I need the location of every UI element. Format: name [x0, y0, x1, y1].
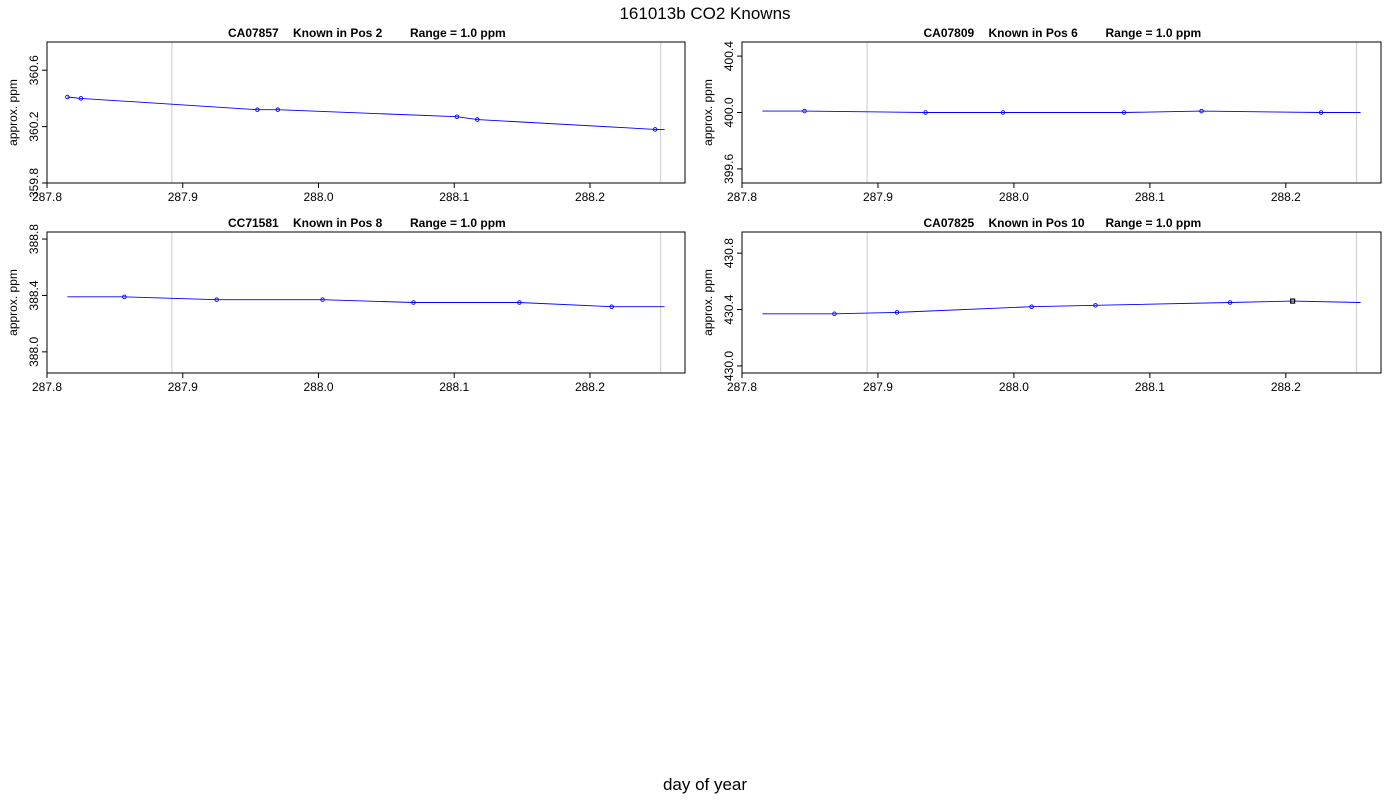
y-tick-label: 359.8 — [27, 168, 41, 198]
x-axis-label: day of year — [662, 775, 748, 794]
x-tick-label: 287.9 — [168, 380, 198, 394]
data-point — [454, 114, 460, 119]
x-tick-label: 287.9 — [168, 190, 198, 204]
data-point — [475, 117, 480, 122]
x-tick-label: 287.8 — [727, 380, 757, 394]
chart-panel-4: CA07825 Known in Pos 10 Range = 1.0 ppm 287… — [701, 216, 1382, 394]
data-point — [894, 310, 900, 315]
data-point — [122, 294, 127, 300]
panel-id-label: CA07809 — [924, 26, 975, 40]
y-tick-label: 360.6 — [27, 55, 41, 85]
data-point — [1121, 110, 1127, 115]
panel-position-label: Known in Pos 2 — [293, 26, 383, 40]
data-point — [275, 107, 281, 112]
chart-panel-1: CA07857 Known in Pos 2 Range = 1.0 ppm 287.… — [6, 26, 686, 204]
data-point — [517, 300, 522, 305]
plot-frame — [741, 231, 1382, 374]
panel-position-label: Known in Pos 6 — [989, 26, 1079, 40]
panel-range-label: Range = 1.0 ppm — [1106, 216, 1202, 230]
data-point — [65, 94, 70, 100]
data-point — [214, 297, 219, 302]
data-point — [1227, 300, 1233, 305]
panel-id-label: CA07825 — [924, 216, 975, 230]
y-tick-label: 388.0 — [27, 337, 41, 367]
chart-panel-2: CA07809 Known in Pos 6 Range = 1.0 ppm 287.… — [701, 26, 1382, 204]
data-point — [832, 311, 837, 317]
panel-range-label: Range = 1.0 ppm — [1106, 26, 1202, 40]
x-tick-label: 287.8 — [32, 380, 62, 394]
data-point — [609, 304, 614, 309]
y-axis-label: approx. ppm — [701, 79, 715, 146]
y-axis-label: approx. ppm — [6, 79, 20, 146]
panel-position-label: Known in Pos 8 — [293, 216, 383, 230]
panel-range-label: Range = 1.0 ppm — [410, 26, 506, 40]
data-point — [320, 297, 325, 302]
x-tick-label: 288.0 — [999, 380, 1029, 394]
plot-frame — [46, 231, 686, 374]
panel-id-label: CA07857 — [228, 26, 279, 40]
y-tick-label: 430.8 — [722, 238, 736, 268]
y-tick-label: 399.6 — [722, 154, 736, 184]
plot-frame — [46, 41, 686, 184]
series-trend-line — [762, 300, 1361, 315]
data-point — [411, 300, 416, 305]
panel-position-label: Known in Pos 10 — [989, 216, 1085, 230]
data-point — [1029, 304, 1034, 309]
data-point — [1199, 108, 1204, 114]
y-tick-label: 388.4 — [27, 280, 41, 310]
y-tick-label: 388.8 — [27, 224, 41, 254]
data-point-highlight — [1290, 298, 1296, 304]
series-trend-line — [67, 96, 665, 130]
panel-id-label: CC71581 — [228, 216, 279, 230]
x-tick-label: 287.9 — [863, 190, 893, 204]
data-point — [652, 127, 658, 132]
panel-range-label: Range = 1.0 ppm — [410, 216, 506, 230]
x-tick-label: 288.1 — [439, 190, 469, 204]
y-tick-label: 400.4 — [722, 41, 736, 71]
y-axis-label: approx. ppm — [6, 269, 20, 336]
data-point — [1000, 110, 1006, 115]
x-tick-label: 288.2 — [1271, 380, 1301, 394]
x-tick-label: 288.2 — [575, 380, 605, 394]
x-tick-label: 288.1 — [439, 380, 469, 394]
x-tick-label: 288.0 — [303, 380, 333, 394]
data-point — [923, 110, 928, 115]
series-trend-line — [762, 110, 1361, 113]
data-point — [255, 107, 260, 112]
x-tick-label: 287.8 — [32, 190, 62, 204]
x-tick-label: 288.2 — [1271, 190, 1301, 204]
data-point — [1318, 110, 1324, 115]
x-tick-label: 288.1 — [1135, 190, 1165, 204]
y-tick-label: 430.0 — [722, 351, 736, 381]
y-tick-label: 360.2 — [27, 111, 41, 141]
x-tick-label: 288.0 — [999, 190, 1029, 204]
x-tick-label: 287.9 — [863, 380, 893, 394]
y-tick-label: 400.0 — [722, 97, 736, 127]
data-point — [802, 108, 807, 114]
series-trend-line — [67, 296, 665, 308]
x-tick-label: 288.2 — [575, 190, 605, 204]
x-tick-label: 287.8 — [727, 190, 757, 204]
data-point — [1093, 303, 1098, 308]
chart-panel-3: CC71581 Known in Pos 8 Range = 1.0 ppm 287.… — [6, 216, 686, 394]
y-tick-label: 430.4 — [722, 294, 736, 324]
y-axis-label: approx. ppm — [701, 269, 715, 336]
data-point — [78, 96, 84, 101]
x-tick-label: 288.1 — [1135, 380, 1165, 394]
chart-main-title: 161013b CO2 Knowns — [619, 4, 791, 23]
x-tick-label: 288.0 — [303, 190, 333, 204]
